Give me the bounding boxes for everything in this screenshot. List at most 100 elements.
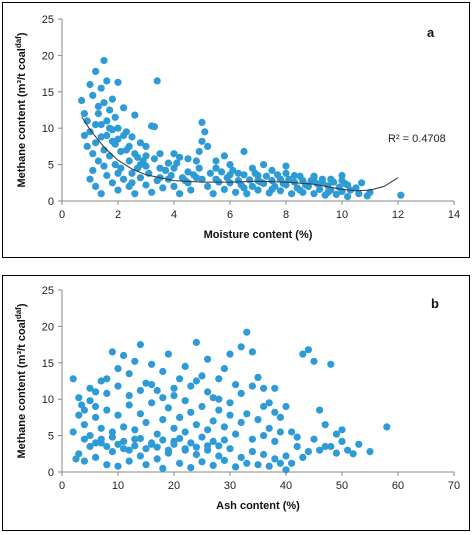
data-point <box>240 147 248 156</box>
x-tick-label: 6 <box>227 209 233 221</box>
y-tick-label: 0 <box>48 196 54 208</box>
data-point <box>176 413 184 421</box>
data-point <box>271 455 279 463</box>
data-point <box>251 169 259 177</box>
y-axis-title-main: Methane content (m³/t coal <box>16 48 28 187</box>
data-point <box>220 185 228 193</box>
scatter-chart-a: 0 5 10 15 20 25 0 2 4 6 8 10 12 14 Moisture content (%… <box>14 14 460 241</box>
data-point <box>265 399 273 407</box>
data-point <box>114 462 122 470</box>
x-tick-label: 10 <box>112 480 124 492</box>
data-point <box>204 142 212 150</box>
y-axis-title-close: ) <box>16 32 28 36</box>
x-tick-label: 70 <box>448 480 460 492</box>
data-point <box>170 384 178 392</box>
data-point <box>321 442 329 451</box>
data-point <box>226 350 234 358</box>
data-point <box>92 139 100 147</box>
x-tick-label: 20 <box>168 480 180 492</box>
data-point <box>344 193 352 201</box>
data-point <box>310 190 318 198</box>
data-point <box>148 188 156 196</box>
data-point <box>181 397 189 405</box>
data-point <box>78 401 86 409</box>
data-point <box>164 159 172 167</box>
data-point <box>94 110 102 118</box>
data-point <box>187 439 195 447</box>
data-point <box>131 190 139 198</box>
data-point <box>120 445 128 453</box>
data-point <box>136 452 144 460</box>
data-point <box>220 436 228 444</box>
data-point <box>198 433 206 441</box>
data-point <box>108 348 116 356</box>
data-point <box>260 384 268 392</box>
data-point <box>187 186 195 194</box>
data-point <box>170 440 178 448</box>
data-point <box>192 157 200 165</box>
data-point <box>92 121 100 129</box>
data-point <box>103 171 111 180</box>
data-point <box>162 166 170 174</box>
data-point <box>97 84 105 92</box>
data-point <box>327 442 335 451</box>
data-point <box>131 111 139 119</box>
data-point <box>100 162 108 170</box>
data-point <box>248 448 256 456</box>
data-point <box>198 175 206 183</box>
data-point <box>276 459 284 467</box>
data-point <box>184 179 192 187</box>
data-point <box>176 190 184 198</box>
data-point <box>142 461 150 469</box>
x-tick-label: 14 <box>448 209 460 221</box>
data-point <box>282 169 290 177</box>
data-point <box>108 433 116 441</box>
data-point <box>187 382 195 390</box>
data-point <box>125 392 133 400</box>
data-point <box>201 128 209 136</box>
data-point <box>204 182 212 190</box>
data-point <box>192 338 200 346</box>
data-point <box>226 161 234 169</box>
data-point <box>108 95 116 103</box>
data-point <box>131 150 139 158</box>
data-point <box>92 439 100 447</box>
data-point <box>114 78 122 86</box>
data-point <box>212 157 220 165</box>
data-point <box>136 434 144 443</box>
data-point <box>271 408 279 416</box>
data-point <box>276 428 284 436</box>
data-point <box>108 428 116 436</box>
data-point <box>248 348 256 356</box>
data-point <box>178 174 186 182</box>
data-point <box>108 179 116 187</box>
y-tick-label: 25 <box>42 285 54 297</box>
data-point <box>254 177 262 185</box>
data-point <box>97 190 105 198</box>
data-point <box>268 185 276 193</box>
data-point <box>114 135 122 143</box>
data-point <box>288 459 296 467</box>
data-point <box>243 459 251 467</box>
data-point <box>114 169 122 177</box>
data-point <box>198 137 206 145</box>
data-point <box>226 399 234 407</box>
x-tick-label: 0 <box>59 209 65 221</box>
data-point <box>114 124 122 132</box>
data-point <box>164 350 172 358</box>
data-point <box>310 435 318 443</box>
data-point <box>142 379 150 387</box>
data-point <box>159 184 167 192</box>
data-point <box>92 182 100 190</box>
data-point <box>282 466 290 474</box>
data-point <box>120 104 128 112</box>
data-point <box>114 382 122 390</box>
data-point <box>262 172 270 180</box>
data-point <box>120 423 128 431</box>
data-point <box>176 153 184 161</box>
data-point <box>338 177 346 185</box>
data-point <box>234 169 242 177</box>
data-point <box>92 453 100 461</box>
data-point <box>198 372 206 380</box>
data-point <box>131 442 139 450</box>
